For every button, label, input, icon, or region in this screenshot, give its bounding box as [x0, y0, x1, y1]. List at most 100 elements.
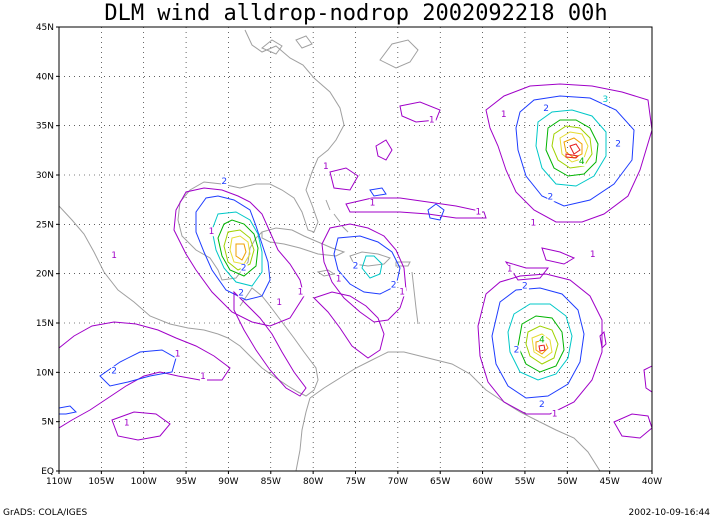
contour-label-bg: [123, 418, 131, 428]
contour-label: 1: [276, 298, 282, 308]
contour-gulf-2: [195, 195, 271, 301]
contour-gulf-5: [223, 229, 255, 271]
contour-label-bg: [428, 115, 436, 125]
contour-gulf-4: [217, 219, 259, 277]
contour-pacific-1a: [59, 321, 231, 429]
coastline-newfoundland: [379, 39, 419, 69]
lon-tick-label: 50W: [557, 477, 577, 487]
contour-label: 1: [552, 410, 558, 420]
contour-east-6: [369, 187, 387, 197]
contour-label-bg: [547, 192, 555, 202]
contour-east-2: [375, 139, 393, 161]
contour-se-3: [507, 303, 573, 381]
longitude-axis: 110W 105W 100W 95W 90W 85W 80W 75W 70W 65W 60W 55W 5…: [46, 471, 662, 487]
plot-frame: [58, 26, 653, 472]
contour-east-1: [399, 101, 441, 123]
contour-label-bg: [174, 349, 182, 359]
lon-tick-label: 45W: [599, 477, 619, 487]
contour-se-2: [491, 287, 585, 399]
contour-label-bg: [297, 287, 305, 297]
contour-label: 1: [590, 250, 596, 260]
contour-label: 2: [391, 280, 397, 290]
contour-label: 4: [539, 336, 545, 346]
lon-tick-label: 80W: [303, 477, 323, 487]
contour-se-8: [538, 344, 546, 352]
contour-label-bg: [276, 298, 284, 308]
lon-tick-label: 95W: [176, 477, 196, 487]
coastline-south-america-west: [295, 397, 311, 471]
contour-east-10: [541, 247, 576, 265]
contour-label-bg: [208, 227, 216, 237]
lat-tick-label: 10N: [36, 368, 54, 378]
contour-label-bg: [513, 345, 521, 355]
contour-label: 1: [429, 116, 435, 126]
contour-label-bg: [530, 218, 538, 228]
contour-pacific-1e: [613, 413, 652, 439]
contour-label-bg: [390, 280, 398, 290]
contour-label-bg: [200, 372, 208, 382]
lat-tick-label: 15N: [36, 319, 54, 329]
contour-label-bg: [322, 162, 330, 172]
contour-label-bg: [335, 274, 343, 284]
contour-label-bg: [602, 94, 610, 104]
contour-label-bg: [578, 157, 586, 167]
contour-label: 1: [336, 275, 342, 285]
lon-tick-label: 110W: [46, 477, 72, 487]
lat-tick-label: 20N: [36, 270, 54, 280]
coastline-mexico-pacific: [59, 205, 219, 335]
coastline-great-lakes: [261, 35, 313, 55]
lat-tick-label: 35N: [36, 122, 54, 132]
contour-ne-6: [559, 131, 589, 163]
contour-label-bg: [551, 409, 559, 419]
contour-label: 1: [323, 162, 329, 172]
contour-east-5: [427, 203, 445, 221]
contour-label-bg: [369, 198, 377, 208]
coastline-puerto-rico: [395, 261, 411, 267]
contour-label-bg: [538, 335, 546, 345]
contour-label-bg: [111, 250, 119, 260]
contour-label: 4: [579, 157, 585, 167]
contour-caribbean-3: [361, 255, 383, 279]
contour-pacific-2b: [59, 405, 78, 415]
contour-east-7: [599, 330, 607, 350]
lon-tick-label: 75W: [345, 477, 365, 487]
coastline-jamaica: [316, 269, 336, 277]
coastline-bahamas: [325, 199, 349, 233]
lon-tick-label: 40W: [642, 477, 662, 487]
contour-label: 2: [522, 281, 528, 291]
contour-ne-3: [535, 109, 607, 187]
contour-label: 1: [370, 199, 376, 209]
contour-east-9: [504, 261, 550, 281]
contour-label-bg: [352, 261, 360, 271]
contour-label-bg: [399, 287, 407, 297]
contour-label-bg: [543, 103, 551, 113]
contour-label-bg: [589, 249, 597, 259]
lon-tick-label: 90W: [218, 477, 238, 487]
footer-left: GrADS: COLA/IGES: [3, 508, 87, 518]
contour-label: 2: [539, 400, 545, 410]
contour-gulf-6: [229, 235, 251, 265]
lon-tick-label: 85W: [261, 477, 281, 487]
contour-ne-2: [515, 95, 635, 207]
contour-ne-7: [563, 137, 583, 159]
lon-tick-label: 60W: [472, 477, 492, 487]
contour-label: 2: [514, 346, 520, 356]
contour-se-4: [517, 315, 565, 373]
contour-label: 1: [507, 265, 513, 275]
contour-label-bg: [221, 176, 229, 186]
contour-label: 2: [221, 177, 227, 187]
contour-gulf-1: [173, 187, 305, 327]
contour-label-bg: [238, 288, 246, 298]
contour-pacific-1d: [313, 291, 385, 359]
lon-tick-label: 70W: [388, 477, 408, 487]
contour-label: 3: [603, 95, 609, 105]
contour-label: 1: [399, 287, 405, 297]
contour-label: 2: [238, 288, 244, 298]
lon-tick-label: 100W: [131, 477, 157, 487]
lat-tick-label: 25N: [36, 220, 54, 230]
contour-se-1: [477, 273, 603, 415]
contour-se-6: [531, 333, 553, 359]
coastline-cuba: [261, 227, 346, 257]
contour-se-5: [525, 325, 559, 365]
